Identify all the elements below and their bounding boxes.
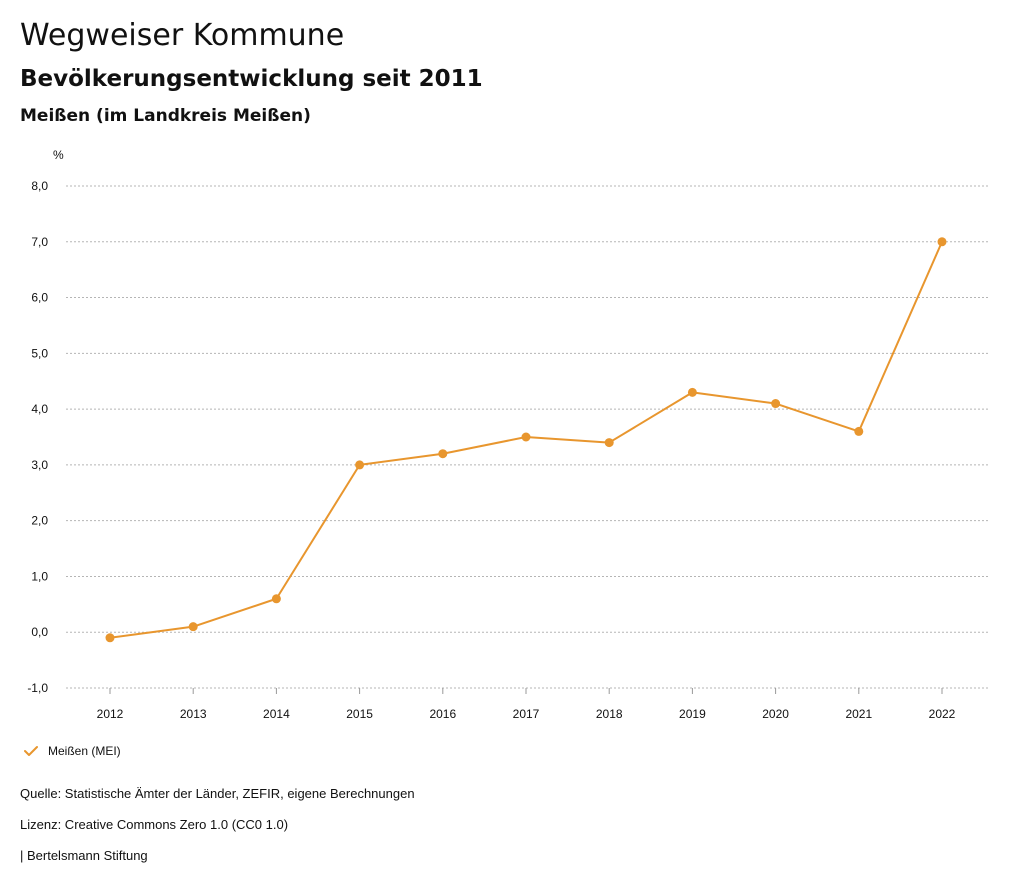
x-tick-label: 2014	[263, 707, 290, 721]
source-note: Quelle: Statistische Ämter der Länder, Z…	[20, 786, 415, 801]
data-point[interactable]	[771, 399, 781, 409]
data-point[interactable]	[937, 237, 947, 247]
legend-label: Meißen (MEI)	[48, 744, 121, 758]
data-point[interactable]	[687, 387, 697, 397]
brand-note: | Bertelsmann Stiftung	[20, 848, 148, 863]
x-tick-label: 2019	[679, 707, 706, 721]
y-tick-label: 7,0	[31, 235, 48, 249]
y-tick-label: 2,0	[31, 514, 48, 528]
y-axis-ticks: -1,0 0,0 1,0 2,0 3,0 4,0 5,0 6,0 7,0 8,0	[27, 179, 48, 695]
x-tick-label: 2013	[180, 707, 207, 721]
y-tick-label: 0,0	[31, 625, 48, 639]
y-tick-label: 4,0	[31, 402, 48, 416]
license-note: Lizenz: Creative Commons Zero 1.0 (CC0 1…	[20, 817, 289, 832]
chart-subtitle: Bevölkerungsentwicklung seit 2011	[20, 66, 483, 92]
legend[interactable]: Meißen (MEI)	[24, 744, 121, 758]
x-tick-label: 2018	[596, 707, 623, 721]
grid-lines	[66, 185, 990, 689]
data-point[interactable]	[355, 460, 365, 470]
x-tick-label: 2016	[429, 707, 456, 721]
chart-title: Wegweiser Kommune	[20, 18, 345, 53]
data-point[interactable]	[854, 426, 864, 436]
y-tick-label: 6,0	[31, 291, 48, 305]
x-tick-label: 2012	[97, 707, 124, 721]
x-tick-label: 2021	[845, 707, 872, 721]
y-unit-label: %	[53, 148, 64, 162]
legend-check-icon	[24, 746, 38, 756]
data-point[interactable]	[521, 432, 531, 442]
x-tick-label: 2022	[929, 707, 956, 721]
region-label: Meißen (im Landkreis Meißen)	[20, 106, 311, 126]
y-tick-label: 5,0	[31, 346, 48, 360]
y-tick-label: 1,0	[31, 569, 48, 583]
y-tick-label: -1,0	[27, 681, 48, 695]
x-tick-label: 2020	[762, 707, 789, 721]
x-axis-ticks: 2012 2013 2014 2015 2016 2017 2018 2019 2020 2021…	[97, 688, 956, 721]
data-point[interactable]	[438, 449, 448, 459]
data-point[interactable]	[105, 633, 115, 643]
data-point[interactable]	[604, 438, 614, 448]
data-points	[105, 237, 947, 643]
y-tick-label: 8,0	[31, 179, 48, 193]
x-tick-label: 2015	[346, 707, 373, 721]
data-point[interactable]	[188, 622, 198, 632]
data-point[interactable]	[271, 594, 281, 604]
y-tick-label: 3,0	[31, 458, 48, 472]
x-tick-label: 2017	[513, 707, 540, 721]
